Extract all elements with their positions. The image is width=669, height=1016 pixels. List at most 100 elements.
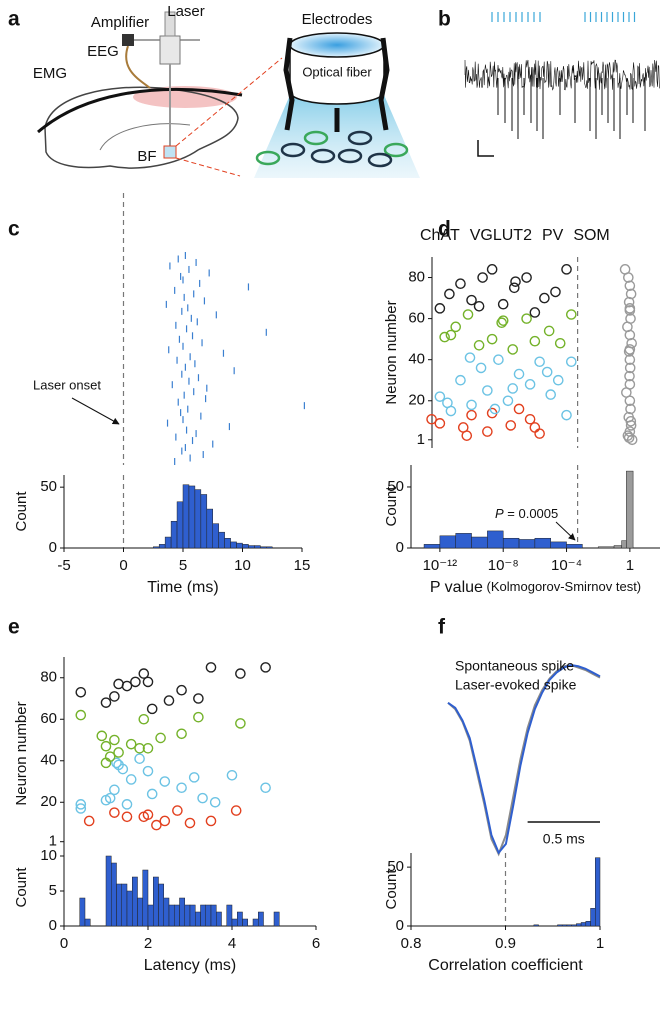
bar (571, 924, 577, 927)
annotation-part: P (495, 506, 504, 521)
point (464, 352, 476, 363)
panel-letter: f (438, 616, 446, 639)
point (113, 678, 124, 690)
x-axis-label: Time (ms) (147, 579, 218, 596)
y-tick-label: 1 (417, 431, 425, 448)
bar (170, 520, 178, 549)
bar (576, 923, 582, 927)
legend-entry: SOM (573, 227, 609, 244)
bar (585, 921, 591, 927)
point (473, 340, 485, 351)
noise (464, 59, 660, 91)
bf-box (163, 145, 177, 159)
label: Electrodes (302, 11, 373, 28)
point (505, 420, 517, 431)
bar (158, 544, 166, 549)
bar (153, 876, 159, 927)
point (623, 272, 634, 283)
point (524, 413, 536, 425)
x-tick-label: 15 (294, 557, 311, 574)
point (75, 799, 87, 810)
point (230, 805, 242, 816)
point (111, 757, 122, 769)
bar (487, 530, 504, 549)
bar (258, 911, 264, 927)
bar (254, 545, 261, 549)
label: EMG (33, 65, 67, 82)
diagram: Amplifier Laser EEG EMG BF Electrodes Op… (33, 3, 420, 178)
bar (126, 890, 133, 927)
emg-wire (37, 87, 243, 134)
x-axis-label-part: Correlation coefficient (428, 957, 583, 974)
x-tick-label: 2 (144, 935, 152, 952)
point (142, 676, 154, 688)
bar (423, 544, 441, 549)
annotation: Laser onset (33, 377, 101, 392)
bar (189, 904, 196, 927)
x-axis-label: P value (Kolmogorov-Smirnov test) (430, 579, 641, 596)
waveform (447, 663, 601, 855)
y-tick-label: 80 (408, 269, 425, 286)
point (176, 684, 187, 696)
bar (111, 862, 117, 927)
point (466, 294, 477, 306)
spike-trace (464, 12, 660, 157)
point (524, 379, 536, 390)
bar (502, 537, 520, 549)
point (624, 280, 636, 292)
point (566, 309, 577, 320)
annotation: P = 0.0005 (495, 506, 558, 521)
point (497, 298, 509, 310)
point (434, 303, 446, 314)
y-tick-label: 50 (387, 478, 404, 495)
label: Amplifier (91, 14, 149, 31)
bar (533, 924, 539, 927)
bar (597, 546, 615, 549)
x-tick-label: 10⁻¹² (423, 557, 458, 574)
point (508, 282, 520, 294)
bar (174, 904, 180, 927)
panel-letter: b (438, 8, 451, 31)
y-axis-label: Neuron number (383, 300, 400, 404)
point (142, 765, 154, 777)
point (125, 774, 137, 785)
point (624, 354, 636, 365)
point (482, 385, 493, 396)
point (624, 329, 636, 341)
laser-pulses (491, 12, 636, 22)
point (226, 769, 238, 781)
x-tick-label: 0.9 (495, 935, 516, 952)
point (146, 703, 158, 715)
y-tick-label: 40 (408, 351, 425, 368)
legend-entry: ChAT (420, 227, 460, 244)
x-tick-label: 4 (228, 935, 236, 952)
fiber-top (289, 32, 385, 58)
point (209, 796, 221, 808)
bar (158, 883, 164, 927)
point (625, 416, 637, 427)
bar (266, 546, 273, 549)
point (624, 344, 636, 355)
point (473, 300, 485, 312)
y-tick-label: 40 (40, 752, 57, 769)
point (260, 662, 271, 673)
point (475, 362, 487, 374)
point (109, 784, 120, 796)
point (461, 430, 473, 441)
bar (182, 484, 190, 549)
label: Optical fiber (302, 64, 372, 79)
point (561, 264, 572, 275)
bar (534, 537, 551, 549)
point (534, 356, 545, 368)
x-axis-label: Correlation coefficient (428, 957, 583, 974)
bar (153, 546, 160, 549)
legend-entry: PV (542, 227, 564, 244)
bar (248, 545, 255, 549)
bar (195, 911, 201, 927)
point (109, 734, 120, 746)
bar (79, 897, 86, 927)
x-tick-label: 10 (234, 557, 251, 574)
x-tick-label: 5 (179, 557, 187, 574)
point (205, 662, 217, 673)
point (521, 313, 532, 324)
